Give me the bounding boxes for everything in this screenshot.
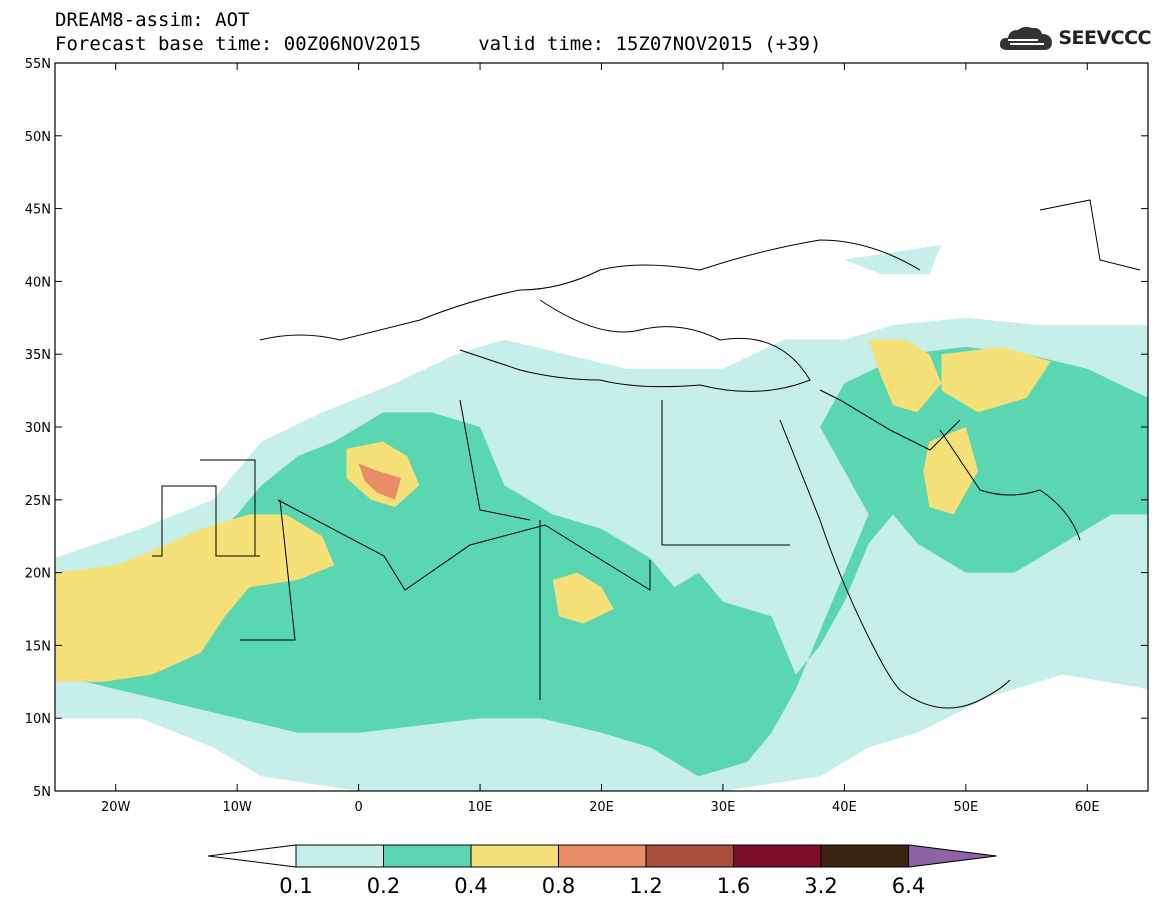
colorbar-label: 3.2: [804, 874, 837, 898]
aot-region-0.4-0.8: [923, 427, 978, 515]
coastline: [779, 419, 901, 691]
y-tick-label: 50N: [25, 130, 51, 145]
colorbar-label: 1.2: [629, 874, 662, 898]
aot-region-0.4-0.8: [868, 339, 942, 413]
x-tick-label: 20W: [101, 800, 131, 815]
x-tick-label: 50E: [953, 800, 978, 815]
boundary-line: [277, 499, 651, 591]
colorbar-label: 6.4: [892, 874, 925, 898]
boundary-line: [200, 459, 256, 556]
colorbar-label: 0.1: [279, 874, 312, 898]
axis-ticks: 20W 10W 0 10E 20E 30E 40E 50E 60E 55N 50N 45N 40N 35N…: [25, 57, 1148, 815]
aot-region-0.4-0.8: [55, 514, 335, 682]
boundary-line: [459, 399, 531, 521]
colorbar-upper-arrow: [908, 844, 997, 868]
aot-region-0.4-0.8: [941, 346, 1051, 413]
aot-region-0.1-0.2: [844, 245, 942, 275]
colorbar-segment: [383, 844, 472, 868]
aot-region-0.4-0.8: [552, 572, 614, 624]
x-tick-label: 40E: [832, 800, 857, 815]
y-tick-label: 45N: [25, 203, 51, 218]
boundary-line: [1039, 199, 1141, 271]
map-title: DREAM8-assim: AOT: [55, 9, 250, 31]
coastline: [939, 429, 1081, 541]
colorbar-label: 0.2: [367, 874, 400, 898]
y-tick-label: 15N: [25, 639, 51, 654]
x-tick-label: 10W: [222, 800, 252, 815]
aot-region-0.8-1.2: [358, 463, 402, 500]
colorbar-label: 0.8: [542, 874, 575, 898]
y-tick-label: 35N: [25, 348, 51, 363]
x-tick-label: 60E: [1075, 800, 1100, 815]
y-tick-label: 30N: [25, 421, 51, 436]
seevccc-logo: SEEVCCC: [998, 24, 1151, 52]
x-tick-label: 30E: [711, 800, 736, 815]
y-tick-label: 20N: [25, 567, 51, 582]
colorbar-label: 0.4: [454, 874, 487, 898]
x-tick-label: 0: [354, 800, 362, 815]
colorbar-segment: [645, 844, 734, 868]
boundary-line: [661, 400, 790, 546]
colorbar-segment: [558, 844, 647, 868]
aot-contour-fills: [55, 245, 1148, 791]
country-boundaries: [152, 199, 1141, 709]
aot-region-0.2-0.4: [55, 346, 1148, 777]
colorbar-label: 1.6: [717, 874, 750, 898]
coastline: [259, 239, 921, 341]
y-tick-label: 10N: [25, 712, 51, 727]
coastline: [899, 679, 1011, 709]
colorbar: 0.1 0.2 0.4 0.8 1.2 1.6 3.2 6.4: [207, 844, 997, 898]
boundary-line: [819, 389, 961, 451]
boundary-line: [152, 485, 260, 557]
y-tick-label: 5N: [33, 785, 51, 800]
x-tick-label: 20E: [589, 800, 614, 815]
logo-text: SEEVCCC: [1058, 27, 1151, 49]
coastline: [459, 299, 811, 392]
y-tick-label: 25N: [25, 494, 51, 509]
colorbar-lower-arrow: [207, 844, 297, 868]
colorbar-segment: [295, 844, 384, 868]
colorbar-segment: [733, 844, 822, 868]
y-tick-label: 55N: [25, 57, 51, 72]
colorbar-segment: [470, 844, 559, 868]
forecast-times: Forecast base time: 00Z06NOV2015 valid t…: [55, 33, 822, 55]
boundary-line: [240, 499, 296, 641]
colorbar-segment: [820, 844, 909, 868]
x-tick-label: 10E: [468, 800, 493, 815]
cloud-icon: [1000, 26, 1053, 50]
y-tick-label: 40N: [25, 275, 51, 290]
